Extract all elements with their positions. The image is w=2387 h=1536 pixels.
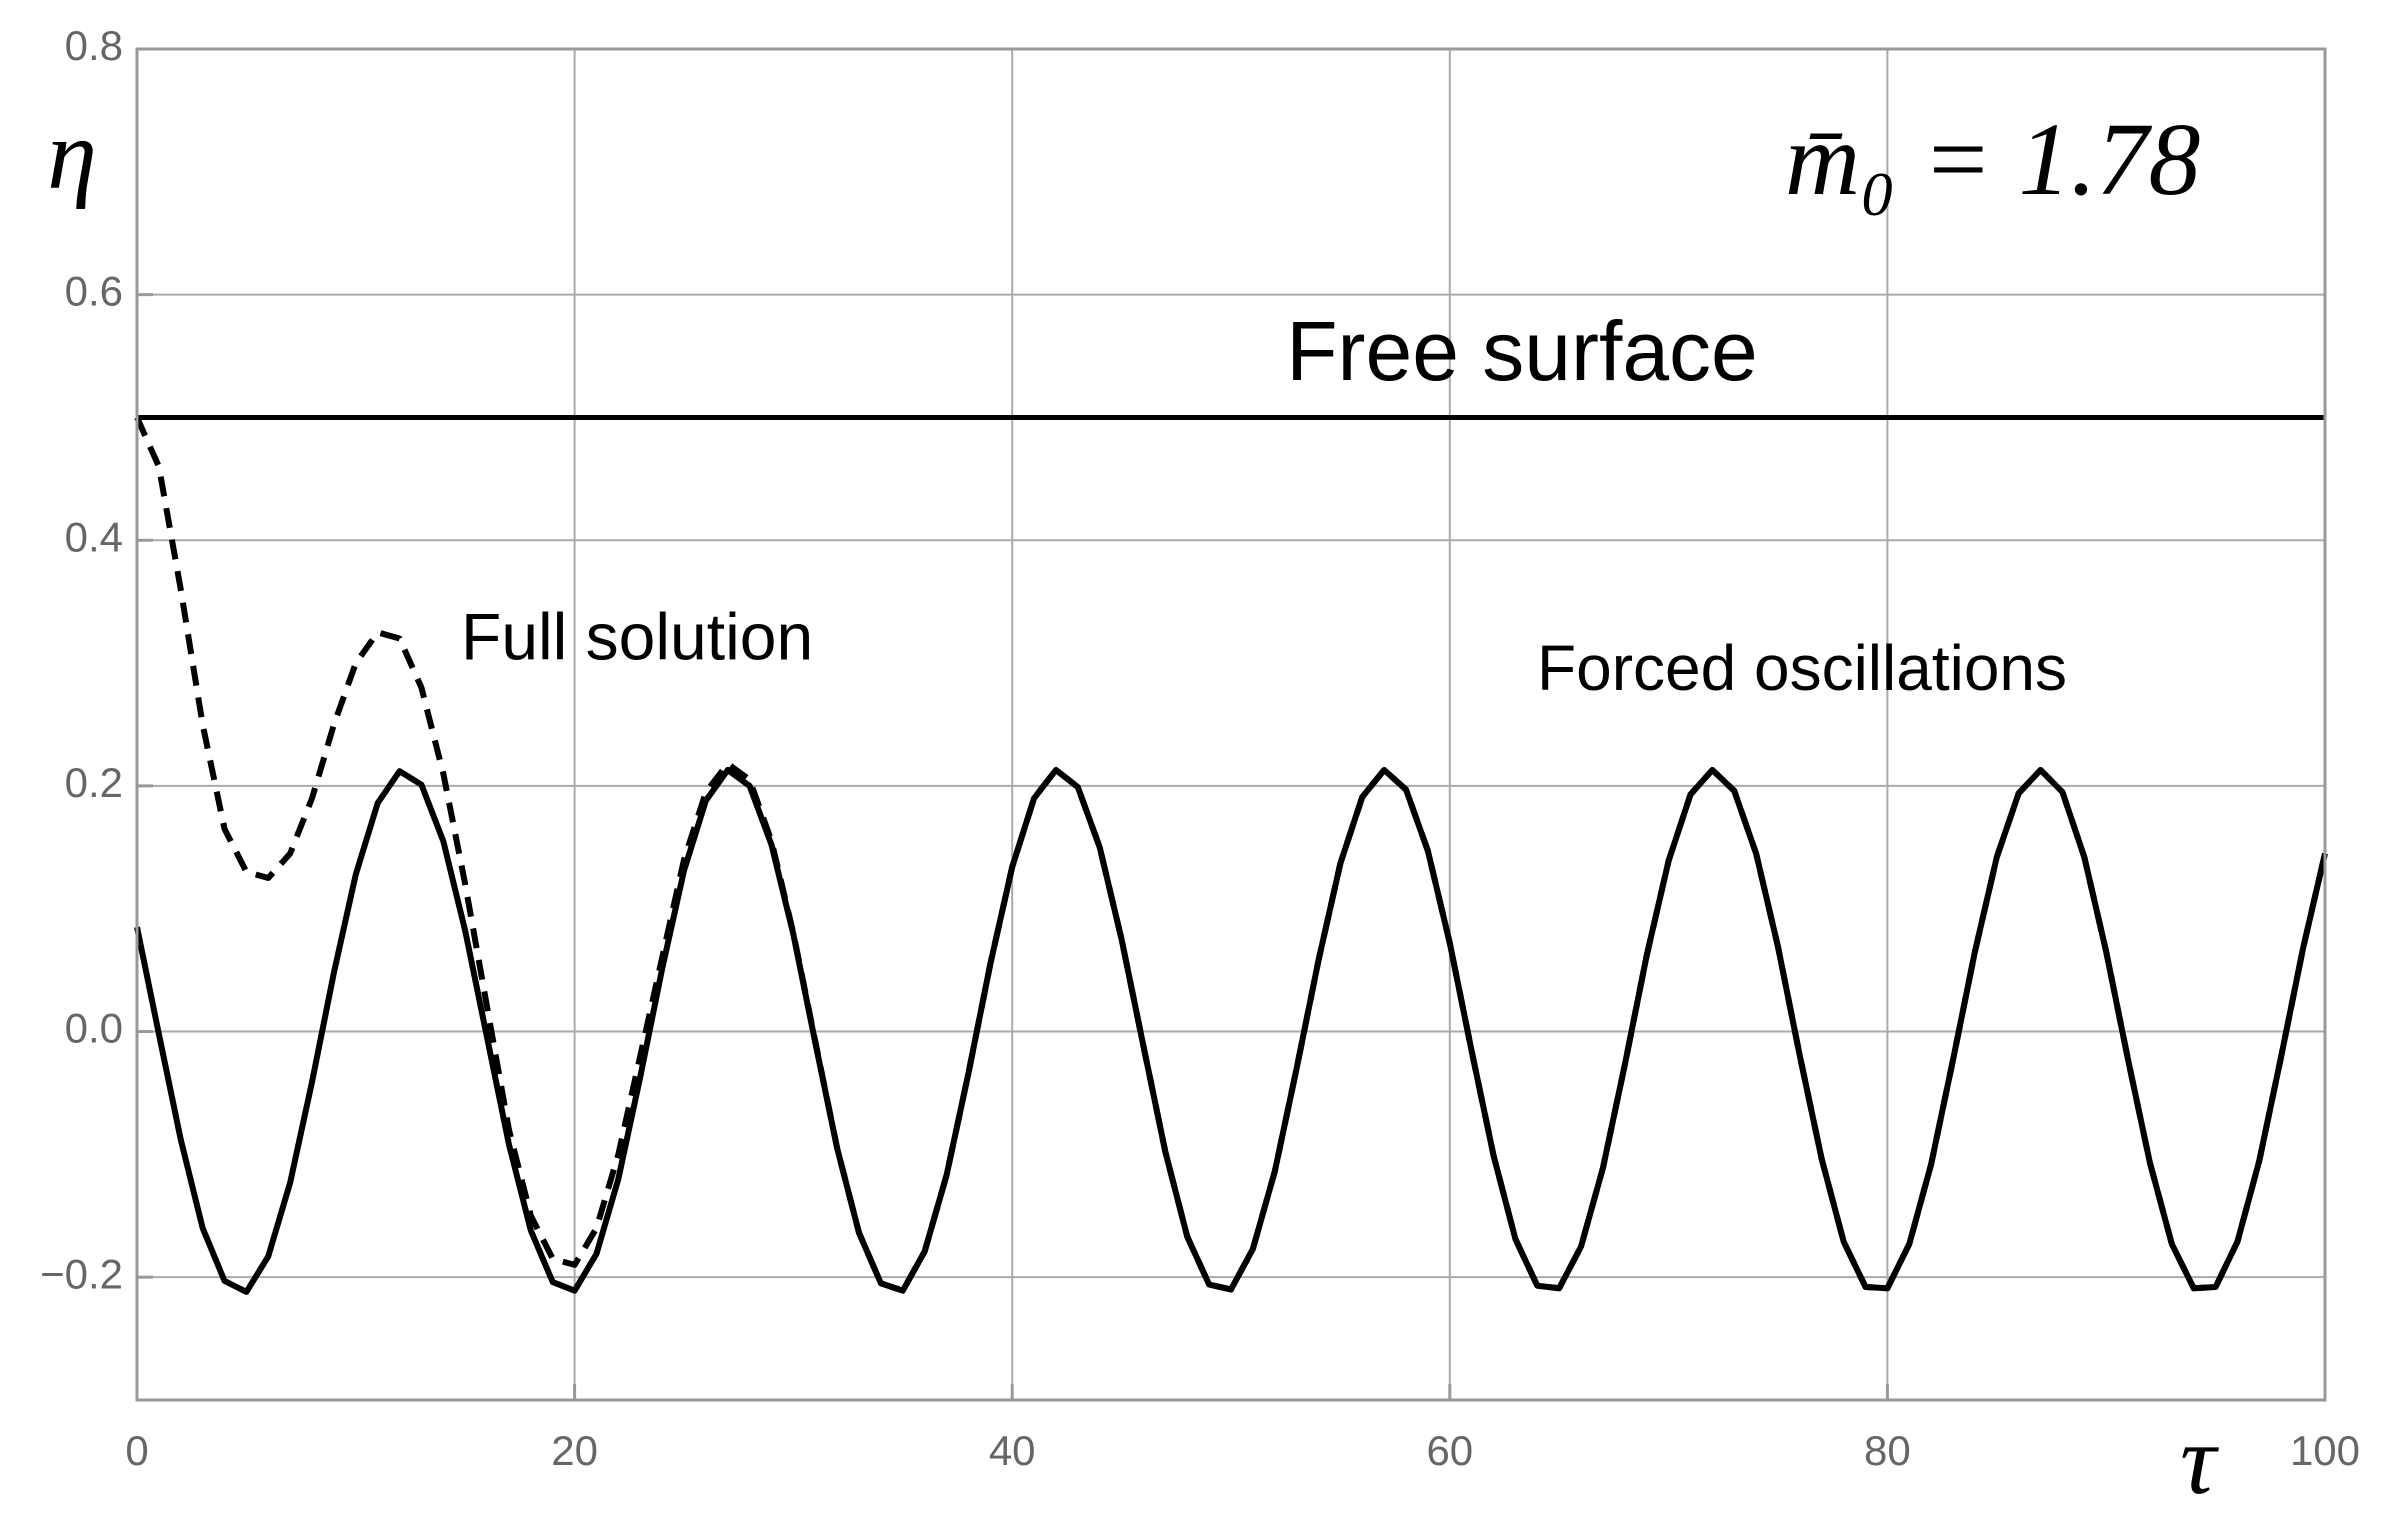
- x-tick-label: 100: [2290, 1427, 2360, 1474]
- series-label: Forced oscillations: [1537, 632, 2067, 704]
- x-axis-label: τ: [2180, 1404, 2219, 1515]
- x-tick-label: 40: [989, 1427, 1036, 1474]
- hline-label: Free surface: [1286, 304, 1758, 398]
- parameter-label: m̄₀ = 1.78: [1785, 102, 2200, 217]
- y-tick-label: 0.0: [65, 1005, 123, 1052]
- y-axis-label: η: [47, 99, 97, 210]
- y-tick-label: 0.4: [65, 513, 123, 560]
- series-label: Full solution: [461, 599, 813, 673]
- marks: [134, 414, 2328, 1295]
- x-tick-label: 60: [1426, 1427, 1473, 1474]
- y-tick-label: 0.2: [65, 759, 123, 806]
- y-tick-label: 0.8: [65, 22, 123, 69]
- x-tick-label: 20: [551, 1427, 598, 1474]
- plot-frame: [135, 47, 2327, 1402]
- series-line: [134, 416, 2328, 1294]
- y-tick-label: −0.2: [40, 1250, 123, 1297]
- x-tick-label: 0: [125, 1427, 148, 1474]
- y-tick-label: 0.6: [65, 268, 123, 315]
- x-tick-label: 80: [1864, 1427, 1911, 1474]
